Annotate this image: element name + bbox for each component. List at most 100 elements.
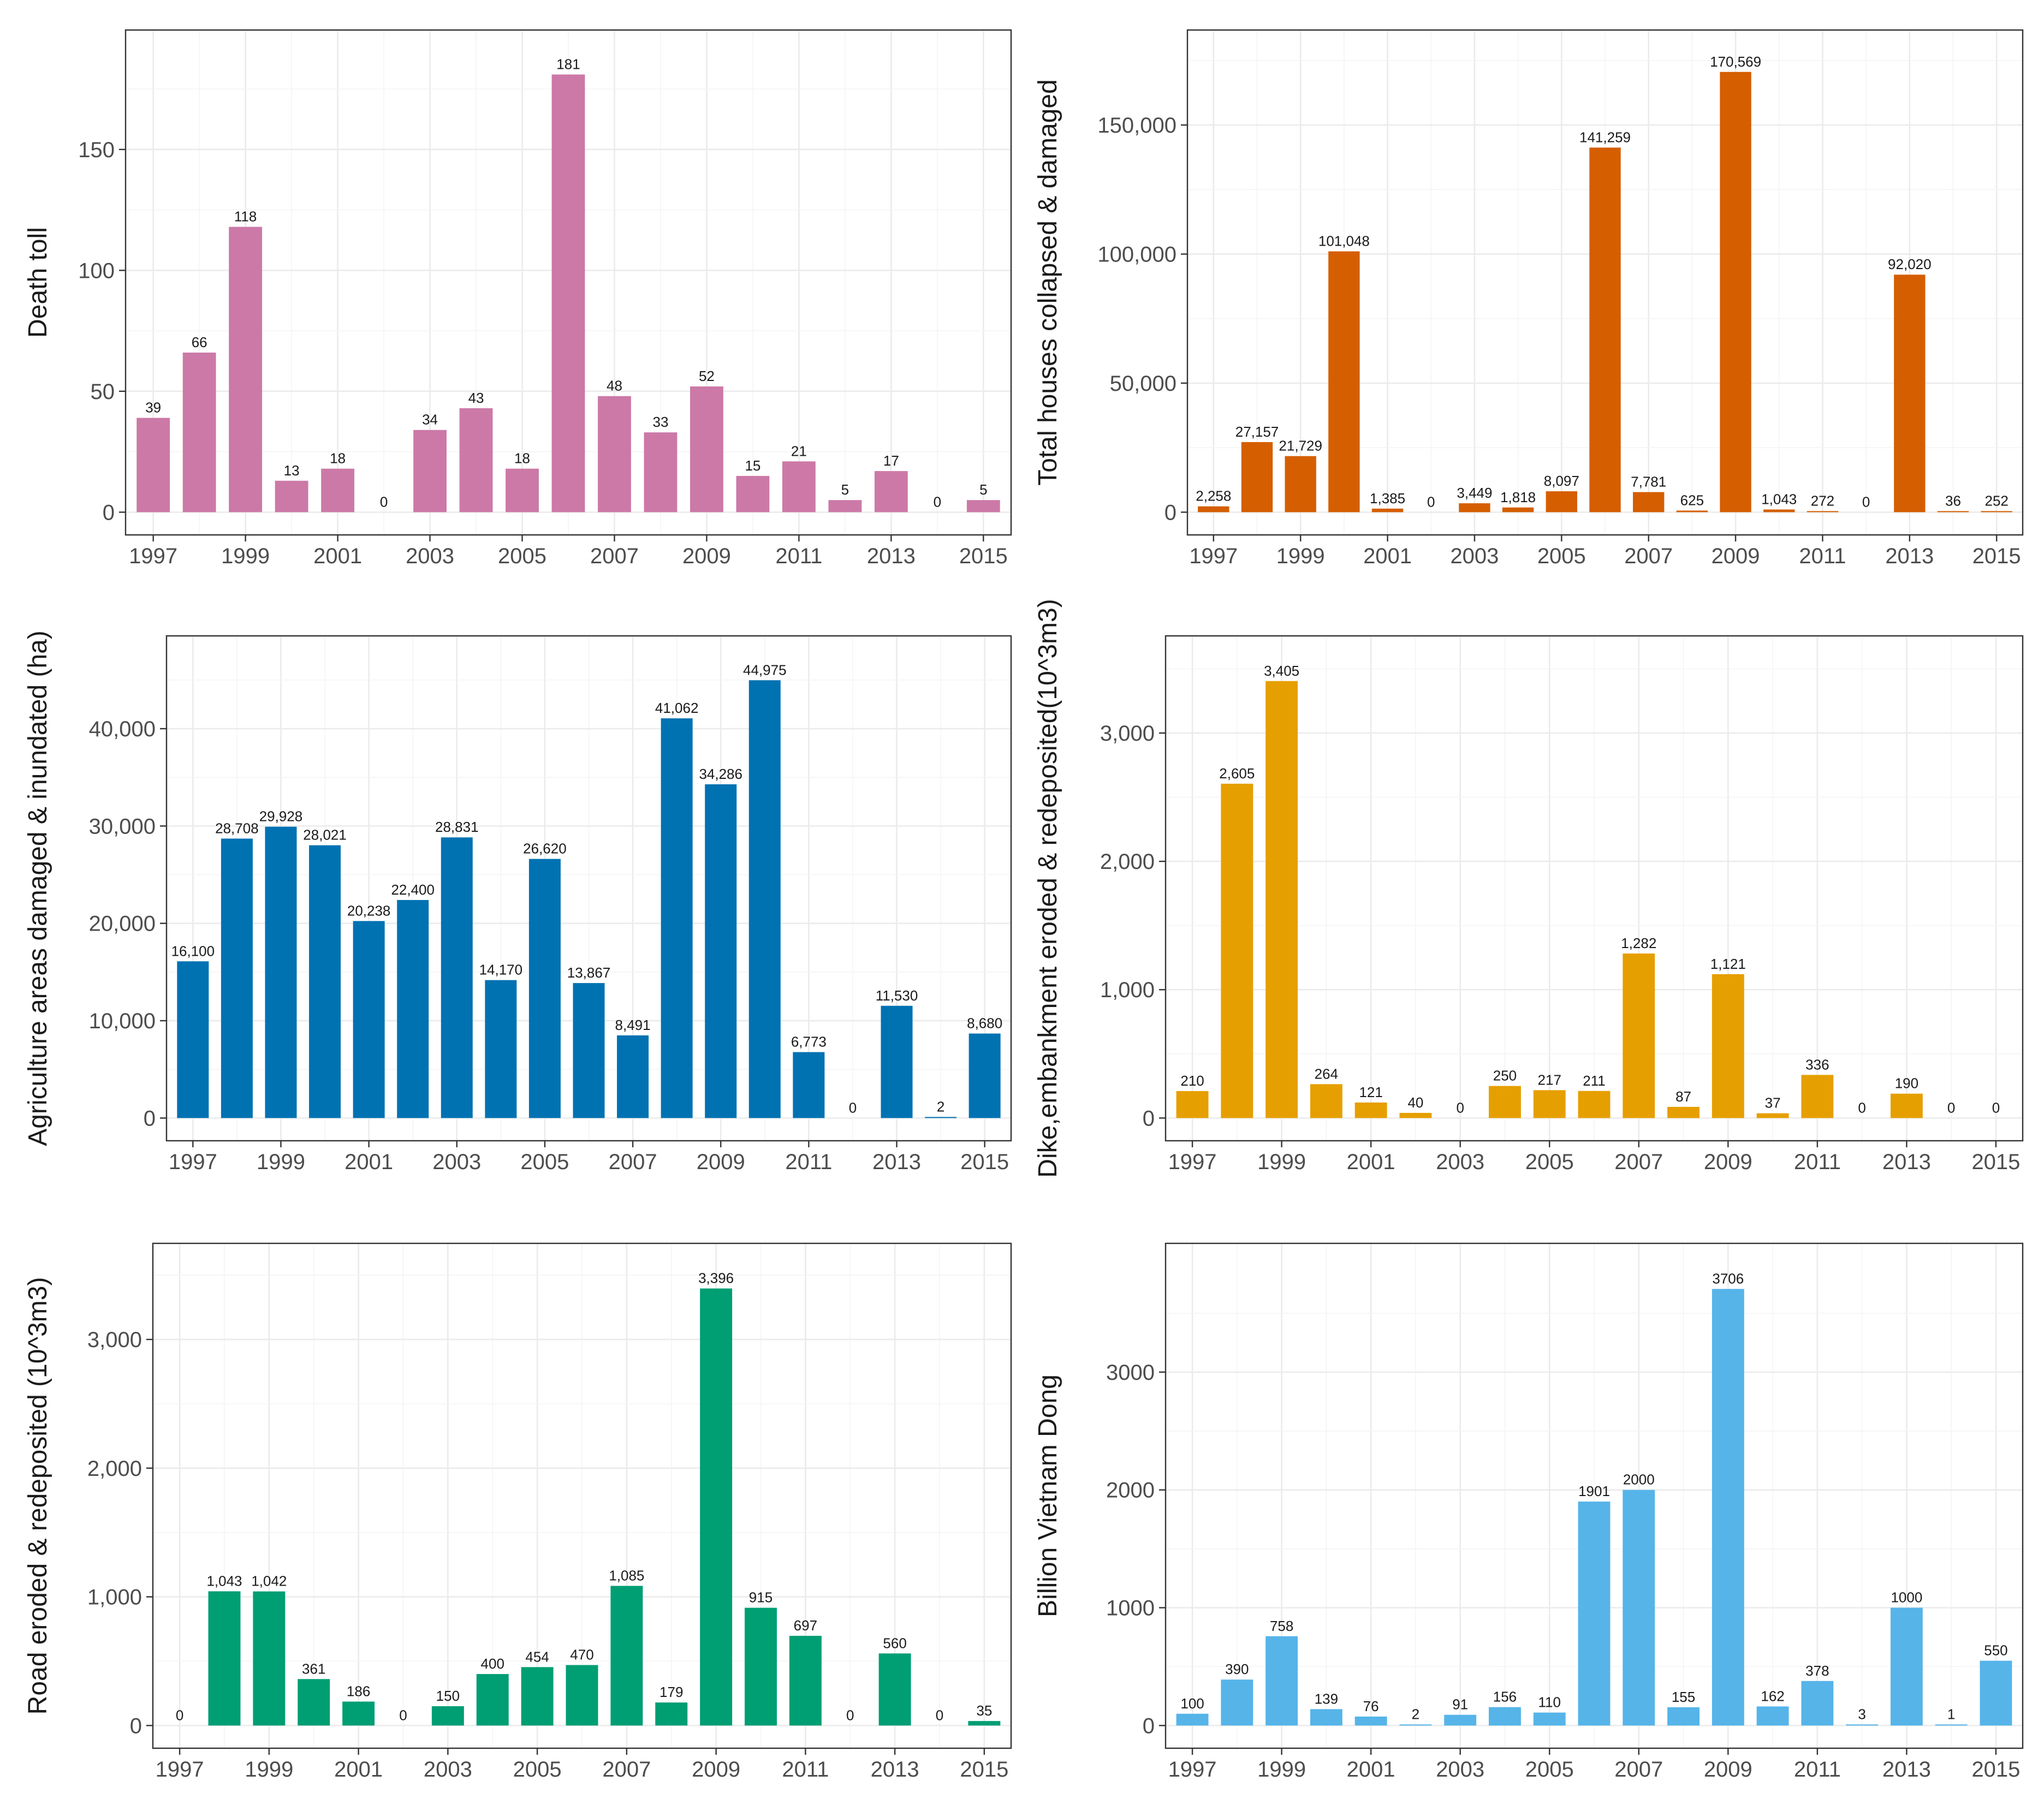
- x-tick-label: 2013: [871, 1758, 919, 1782]
- bar-value-label: 7,781: [1631, 474, 1666, 490]
- y-tick-label: 3000: [1106, 1361, 1155, 1385]
- x-tick-label: 2009: [1704, 1150, 1752, 1174]
- bar-value-label: 560: [883, 1635, 906, 1651]
- bar: [1533, 1090, 1566, 1118]
- y-axis-title: Agriculture areas damaged & inundated (h…: [23, 630, 52, 1146]
- bar: [1241, 442, 1273, 513]
- x-tick-label: 2007: [1614, 1758, 1663, 1782]
- y-tick-label: 1000: [1106, 1597, 1155, 1621]
- x-tick-label: 1999: [1276, 544, 1325, 568]
- bar: [968, 1033, 1001, 1118]
- y-tick-label: 50: [91, 380, 115, 404]
- x-tick-label: 2015: [959, 544, 1008, 568]
- bar: [1489, 1086, 1521, 1118]
- panel-border: [1186, 29, 2024, 536]
- y-tick-label: 30,000: [89, 814, 156, 838]
- bar-value-label: 13: [284, 462, 300, 479]
- bar-value-label: 16,100: [171, 943, 215, 959]
- bar: [1578, 1502, 1611, 1726]
- bar-value-label: 18: [330, 450, 346, 467]
- bar: [1328, 251, 1360, 513]
- y-tick-label: 20,000: [89, 912, 156, 936]
- y-axis-title: Death toll: [23, 227, 52, 338]
- bar: [1720, 72, 1751, 513]
- y-axis-title: Total houses collapsed & damaged: [1033, 79, 1062, 486]
- bar-value-label: 186: [347, 1683, 370, 1700]
- bar: [521, 1667, 554, 1726]
- x-tick-label: 2003: [424, 1758, 472, 1782]
- bar-value-label: 34: [422, 412, 438, 428]
- bar: [1633, 492, 1665, 513]
- panel-border: [165, 635, 1012, 1142]
- y-tick-label: 0: [144, 1106, 156, 1130]
- bar: [1623, 953, 1655, 1118]
- bar-value-label: 21: [791, 443, 807, 459]
- bar: [745, 1607, 777, 1726]
- x-tick-label: 2007: [1624, 544, 1673, 568]
- bar-value-label: 3,396: [698, 1270, 734, 1286]
- bar-value-label: 0: [1947, 1099, 1955, 1116]
- bar-value-label: 26,620: [523, 841, 567, 857]
- bar-value-label: 17: [883, 452, 899, 469]
- x-tick-label: 2001: [1363, 544, 1412, 568]
- bar: [878, 1653, 911, 1726]
- y-tick-label: 1,000: [1100, 978, 1155, 1002]
- bar: [397, 900, 429, 1118]
- bar-value-label: 41,062: [655, 700, 699, 716]
- bar-value-label: 758: [1270, 1618, 1293, 1634]
- bar-value-label: 2000: [1623, 1472, 1655, 1488]
- bar: [1489, 1707, 1521, 1726]
- x-tick-label: 1999: [257, 1150, 305, 1174]
- bar-value-label: 250: [1493, 1068, 1517, 1084]
- bar-value-label: 181: [556, 56, 580, 72]
- bar-value-label: 550: [1984, 1642, 2007, 1659]
- y-axis-title: Billion Vietnam Dong: [1033, 1374, 1062, 1617]
- bar: [1846, 1724, 1879, 1726]
- bar: [1533, 1712, 1566, 1726]
- bar: [342, 1701, 375, 1726]
- bar-value-label: 39: [145, 400, 161, 416]
- bar-value-label: 1,282: [1621, 935, 1656, 951]
- bar-value-label: 217: [1538, 1071, 1561, 1088]
- bar: [353, 921, 385, 1118]
- bar-value-label: 2: [1412, 1706, 1419, 1722]
- bar: [208, 1591, 241, 1726]
- bar-value-label: 179: [659, 1684, 683, 1700]
- bar-value-label: 0: [380, 493, 388, 510]
- bar-value-label: 0: [1858, 1099, 1865, 1116]
- bar: [828, 500, 862, 513]
- bar-value-label: 0: [934, 493, 941, 510]
- bar-value-label: 15: [745, 457, 760, 474]
- x-tick-label: 2009: [692, 1758, 740, 1782]
- x-tick-label: 2011: [1799, 544, 1846, 568]
- bar-value-label: 28,831: [435, 819, 479, 835]
- bar-value-label: 28,708: [215, 820, 259, 836]
- y-tick-label: 1,000: [87, 1586, 142, 1610]
- bar: [1894, 275, 1926, 513]
- bar: [1589, 147, 1621, 513]
- x-tick-label: 1999: [245, 1758, 293, 1782]
- bar-value-label: 18: [514, 450, 530, 467]
- x-tick-label: 2009: [682, 544, 731, 568]
- bar: [1265, 681, 1298, 1118]
- bar-value-label: 8,097: [1544, 473, 1579, 489]
- x-tick-label: 2011: [775, 544, 822, 568]
- bar: [1667, 1106, 1700, 1118]
- x-tick-label: 1999: [1257, 1758, 1306, 1782]
- x-tick-label: 2015: [1972, 544, 2021, 568]
- bar-value-label: 3706: [1712, 1270, 1744, 1286]
- x-tick-label: 1997: [129, 544, 177, 568]
- bar: [1285, 456, 1316, 513]
- chart-panel-dike: 210 2,605 3,405 264 121 40 0 250 217 211 1,282 87 1,…: [1033, 599, 2024, 1178]
- bar: [1399, 1724, 1432, 1726]
- bar-value-label: 101,048: [1318, 233, 1370, 249]
- y-tick-label: 0: [130, 1714, 142, 1738]
- bar-value-label: 378: [1805, 1663, 1829, 1679]
- x-tick-label: 2009: [1712, 544, 1760, 568]
- x-tick-label: 2001: [313, 544, 362, 568]
- x-tick-label: 2013: [872, 1150, 921, 1174]
- bar: [1890, 1093, 1923, 1118]
- bar-value-label: 6,773: [791, 1034, 827, 1050]
